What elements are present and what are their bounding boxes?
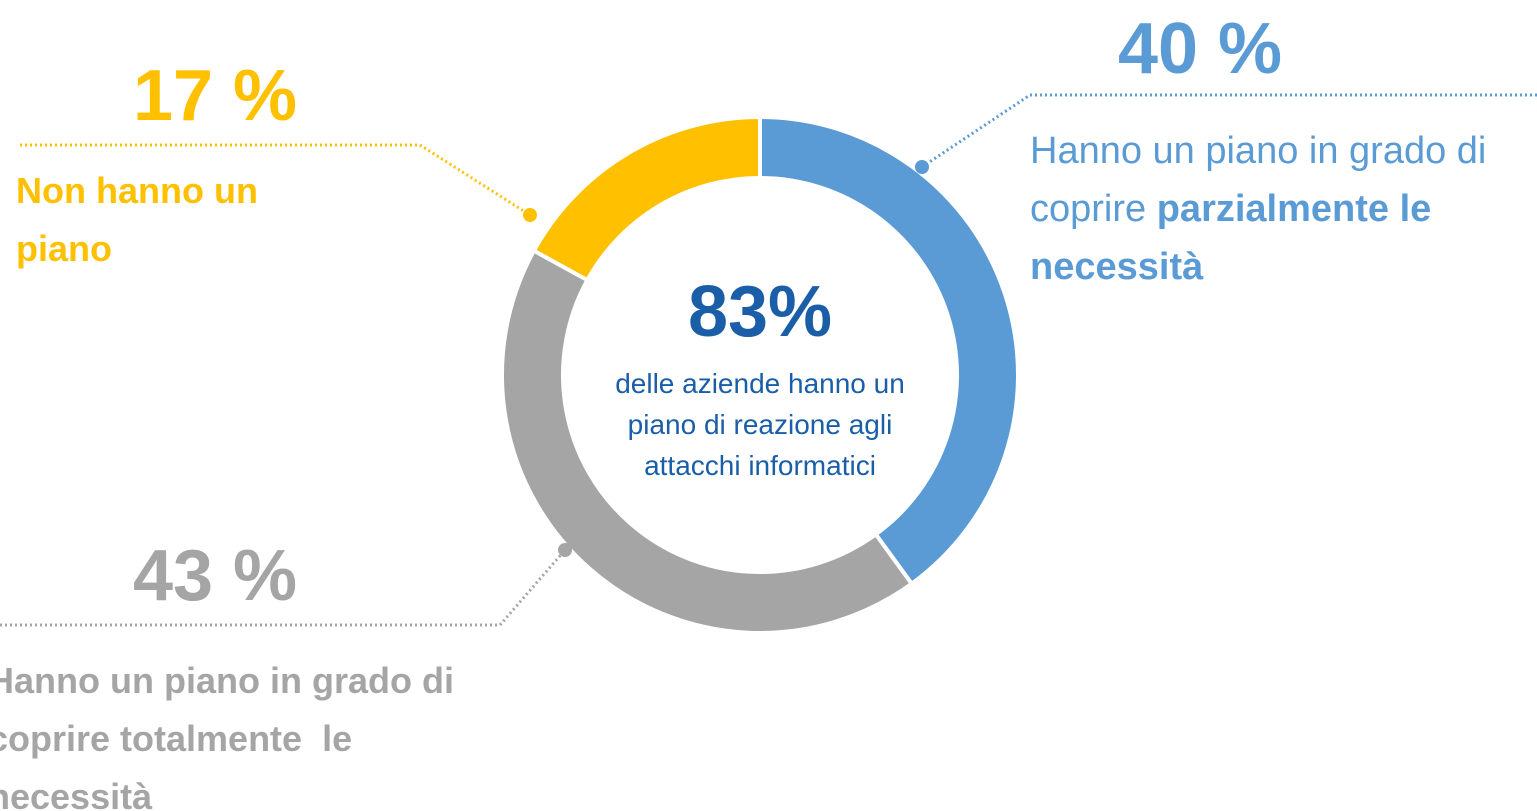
value-label: 17 % (132, 56, 298, 136)
donut-slice (500, 247, 915, 635)
label-run: Non hanno un piano (16, 170, 268, 269)
category-label: Hanno un piano in grado di coprire total… (0, 652, 458, 811)
leader-dot (523, 208, 537, 222)
label-run: Hanno un piano in grado di coprire total… (0, 660, 464, 811)
category-label: Hanno un piano in grado di coprire parzi… (1030, 122, 1537, 296)
leader-line (0, 549, 567, 627)
value-label: 40 % (1117, 9, 1283, 89)
donut-slice (531, 114, 762, 283)
leader-dot (558, 543, 572, 557)
category-label: Non hanno un piano (16, 162, 336, 278)
center-value: 83% (688, 272, 832, 352)
center-text: piano di reazione agli (628, 409, 893, 440)
value-label: 43 % (132, 536, 298, 616)
leader-dot (915, 160, 929, 174)
center-text: delle aziende hanno un (615, 368, 905, 399)
label-run: parzialmente le necessità (1030, 188, 1442, 288)
leader-line (921, 93, 1537, 169)
label-run: Hanno un piano in grado di coprire (1030, 130, 1497, 230)
center-text: attacchi informatici (644, 450, 876, 481)
leader-line (20, 143, 531, 217)
donut-slice (758, 114, 1020, 587)
